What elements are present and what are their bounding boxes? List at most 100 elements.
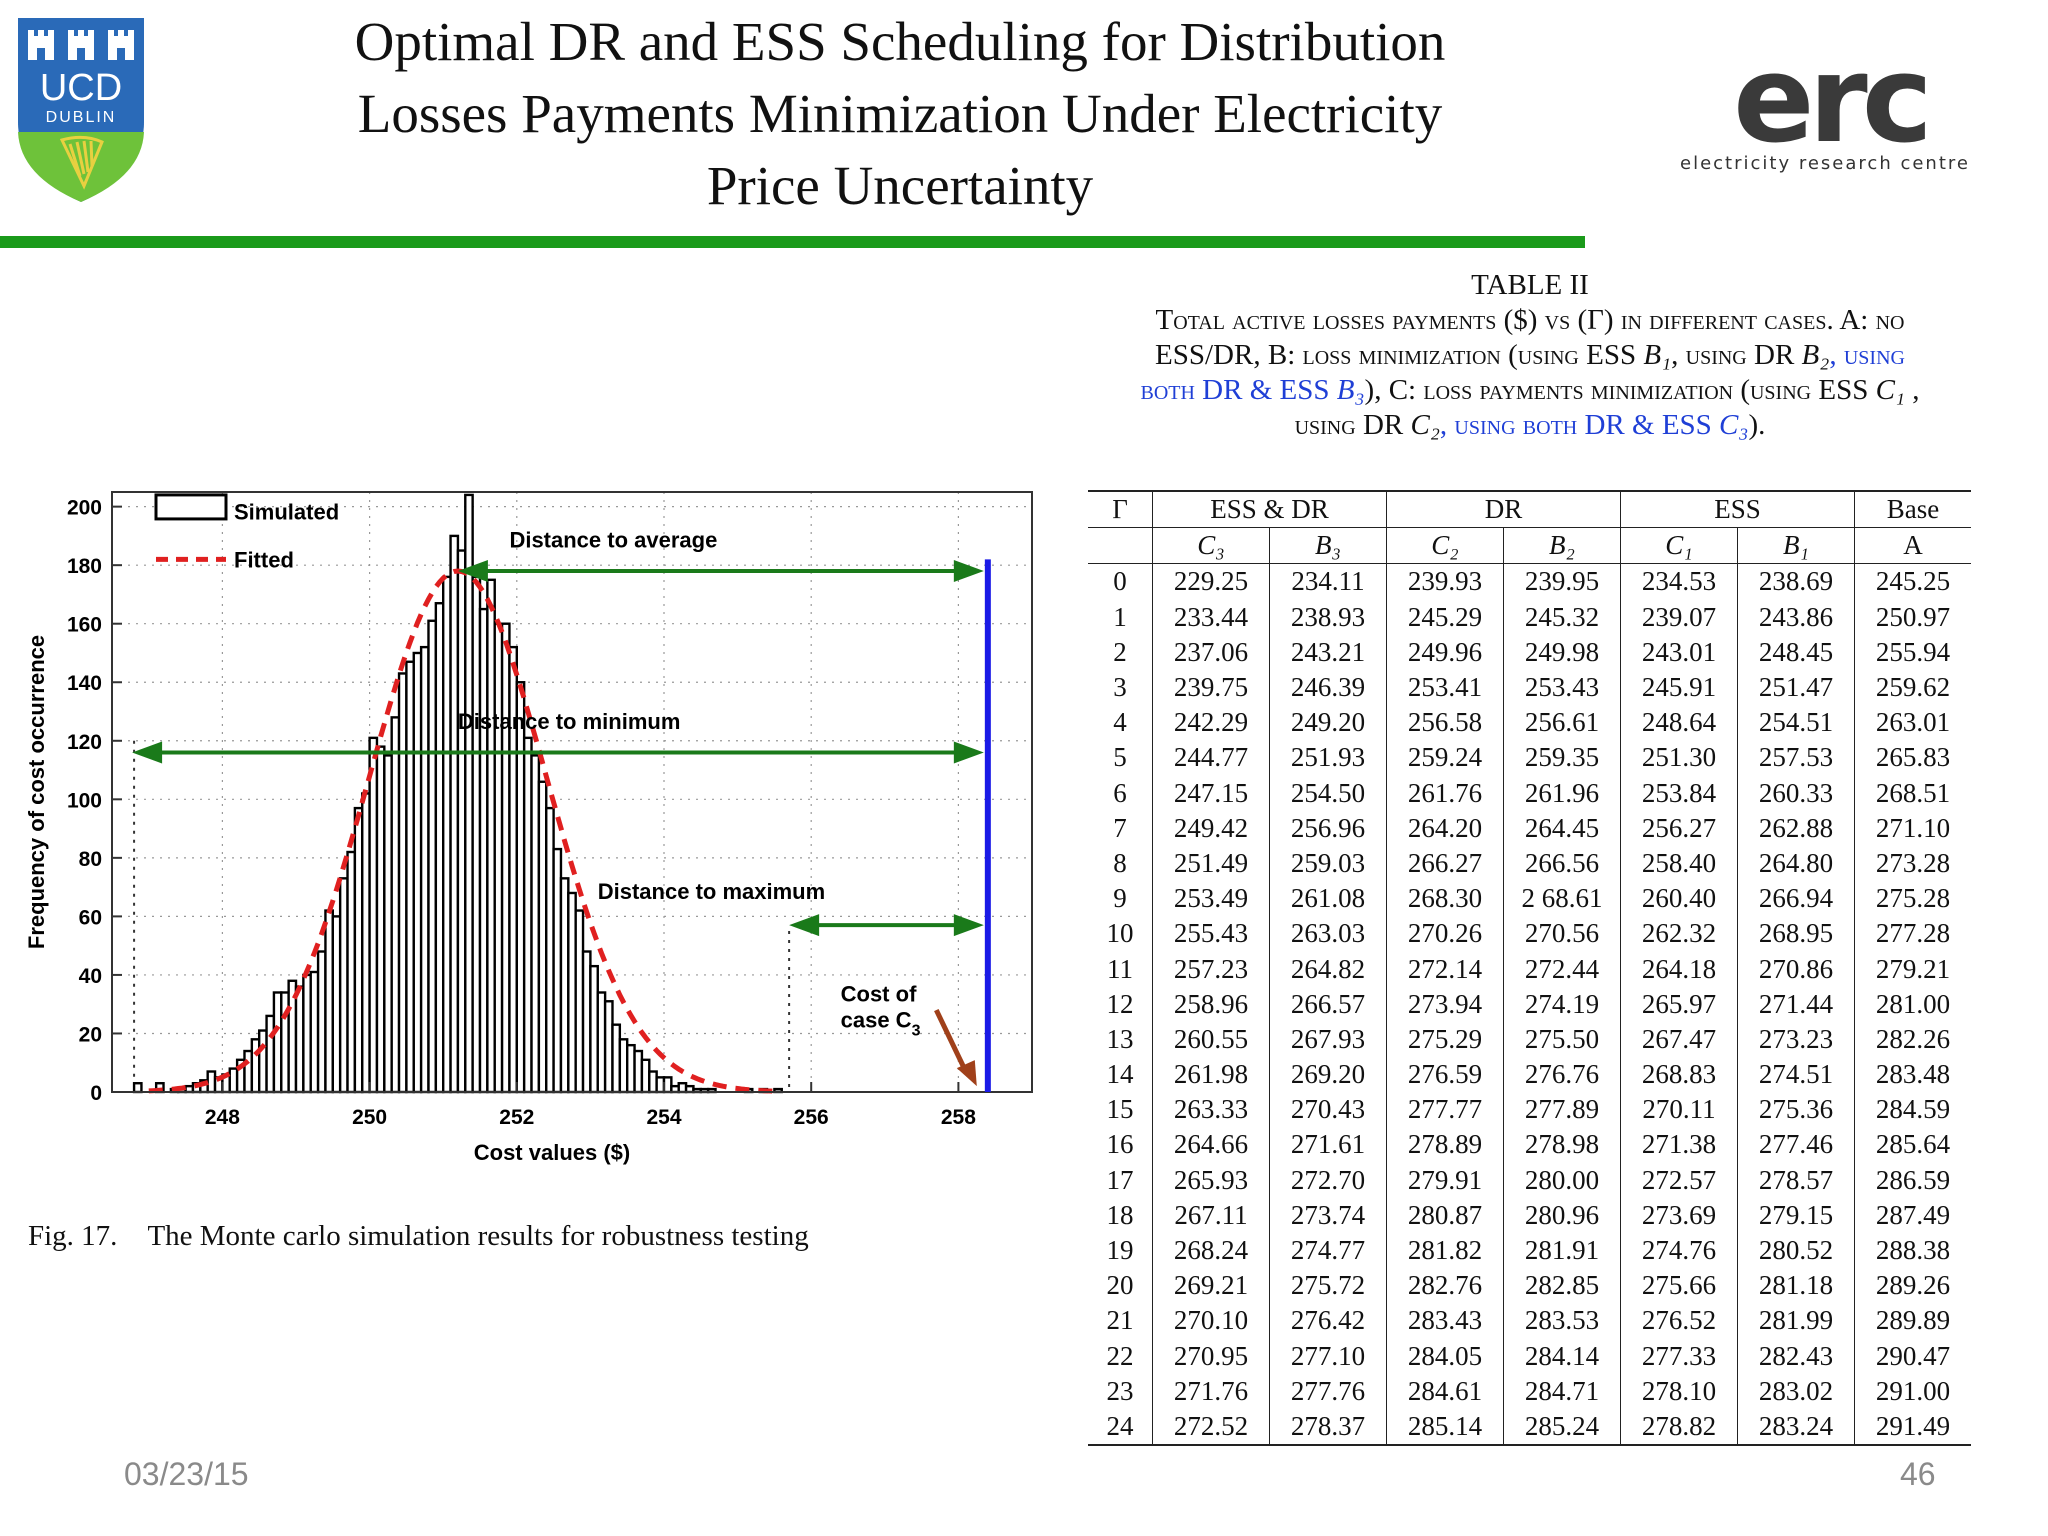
value-cell: 262.32: [1620, 916, 1738, 952]
value-cell: 238.69: [1737, 563, 1855, 600]
value-cell: 281.99: [1737, 1303, 1855, 1339]
value-cell: 237.06: [1152, 634, 1270, 670]
legend-label-fitted: Fitted: [234, 547, 294, 572]
value-cell: 277.89: [1503, 1092, 1621, 1128]
arrow-head: [457, 560, 488, 583]
value-cell: 249.96: [1386, 634, 1504, 670]
value-cell: 272.70: [1269, 1162, 1387, 1198]
figure-caption-text: The Monte carlo simulation results for r…: [147, 1220, 809, 1252]
table-row: 2 237.06 243.21 249.96 249.98 243.01 248.45 255…: [1088, 634, 1971, 670]
sub-header-b3: B₃: [1269, 527, 1387, 565]
y-tick-label: 200: [67, 497, 102, 520]
value-cell: 278.89: [1386, 1127, 1504, 1163]
value-cell: 275.28: [1875, 883, 1951, 914]
value-cell: 273.23: [1737, 1021, 1855, 1057]
table-row: 11 257.23 264.82 272.14 272.44 264.18 270.86 27…: [1088, 951, 1971, 987]
value-cell: 266.56: [1503, 845, 1621, 882]
y-tick-label: 20: [79, 1023, 102, 1046]
table-heading: TABLE II: [1471, 269, 1589, 301]
table-caption: TABLE II Total active losses payments ($…: [1020, 268, 2040, 443]
x-tick-label: 258: [941, 1106, 976, 1129]
value-cell: 289.26: [1875, 1270, 1951, 1301]
value-cell: 258.40: [1620, 845, 1738, 882]
value-cell: 254.51: [1737, 705, 1855, 741]
value-cell: 277.28: [1875, 918, 1951, 949]
sub-header-a: A: [1854, 527, 1971, 565]
value-cell: 261.08: [1269, 881, 1387, 917]
value-cell: 280.96: [1503, 1197, 1621, 1233]
gamma-cell: 7: [1088, 810, 1153, 846]
chart-legend: Simulated Fitted: [154, 493, 339, 572]
value-cell: 273.69: [1620, 1197, 1738, 1233]
value-cell: 280.00: [1503, 1162, 1621, 1198]
value-cell: 260.40: [1620, 881, 1738, 917]
title-rule: [0, 236, 1585, 248]
value-cell: 270.11: [1620, 1092, 1738, 1128]
value-cell: 274.51: [1737, 1057, 1855, 1093]
value-cell: 265.97: [1620, 986, 1738, 1022]
value-cell: 273.74: [1269, 1197, 1387, 1233]
value-cell: 256.96: [1269, 810, 1387, 846]
value-cell: 291.49: [1854, 1408, 1971, 1447]
value-cell: 271.76: [1152, 1373, 1270, 1409]
value-cell: 238.93: [1269, 599, 1387, 635]
cost-case-arrow: [934, 1008, 969, 1073]
y-tick-label: 160: [67, 614, 102, 637]
value-cell: 279.21: [1875, 953, 1951, 984]
value-cell: 275.29: [1386, 1021, 1504, 1057]
erc-wordmark-text: erc: [1733, 55, 1927, 150]
value-cell: 281.18: [1737, 1268, 1855, 1304]
gamma-cell: 2: [1088, 634, 1153, 670]
value-cell: 267.93: [1269, 1021, 1387, 1057]
value-cell: 273.28: [1875, 847, 1951, 878]
histogram-bar: [132, 1082, 143, 1094]
table-body: 0 229.25 234.11 239.93 239.95 234.53 238.69 245…: [1088, 563, 1971, 1447]
harp-icon: [59, 135, 104, 190]
gamma-cell: 18: [1088, 1197, 1153, 1233]
arrow-head: [953, 741, 984, 764]
value-cell: 270.43: [1269, 1092, 1387, 1128]
x-tick-label: 252: [499, 1106, 534, 1129]
gamma-cell: 21: [1088, 1303, 1153, 1339]
value-cell: 261.76: [1386, 775, 1504, 811]
value-cell: 249.98: [1503, 634, 1621, 670]
value-cell: 277.76: [1269, 1373, 1387, 1409]
value-cell: 264.66: [1152, 1127, 1270, 1163]
value-cell: 269.21: [1152, 1268, 1270, 1304]
value-cell: 278.37: [1269, 1408, 1387, 1447]
value-cell: 264.82: [1269, 951, 1387, 987]
value-cell: 265.93: [1152, 1162, 1270, 1198]
value-cell: 270.26: [1386, 916, 1504, 952]
sub-header-c1: C₁: [1620, 527, 1738, 565]
value-cell: 259.35: [1503, 740, 1621, 776]
erc-tagline: electricity research centre: [1680, 153, 1970, 174]
dublin-text: DUBLIN: [46, 109, 117, 126]
table-row: 22 270.95 277.10 284.05 284.14 277.33 282.43 29…: [1088, 1338, 1971, 1374]
value-cell: 270.95: [1152, 1338, 1270, 1374]
caption-text: ), C: loss payments minimization (using …: [1364, 374, 1876, 406]
distance-to-minimum-label: Distance to minimum: [458, 709, 680, 734]
value-cell: 278.82: [1620, 1408, 1738, 1447]
value-cell: 275.50: [1503, 1021, 1621, 1057]
value-cell: 281.82: [1386, 1232, 1504, 1269]
plot-frame: [111, 491, 1033, 1093]
caption-symbol: C₁: [1875, 374, 1906, 406]
value-cell: 249.42: [1152, 810, 1270, 846]
value-cell: 2 68.61: [1503, 881, 1621, 917]
table-row: 24 272.52 278.37 285.14 285.24 278.82 283.24 29…: [1088, 1408, 1971, 1447]
value-cell: 280.87: [1386, 1197, 1504, 1233]
value-cell: 268.30: [1386, 881, 1504, 917]
value-cell: 263.33: [1152, 1092, 1270, 1128]
value-cell: 276.52: [1620, 1303, 1738, 1339]
value-cell: 272.14: [1386, 951, 1504, 987]
value-cell: 242.29: [1152, 705, 1270, 741]
value-cell: 245.29: [1386, 599, 1504, 635]
value-cell: 266.57: [1269, 986, 1387, 1022]
value-cell: 255.94: [1875, 636, 1951, 667]
value-cell: 244.77: [1152, 740, 1270, 776]
x-axis-label: Cost values ($): [474, 1140, 631, 1165]
table-row: 0 229.25 234.11 239.93 239.95 234.53 238.69 245…: [1088, 563, 1971, 600]
value-cell: 251.47: [1737, 669, 1855, 706]
sub-header-c3: C₃: [1152, 527, 1270, 565]
value-cell: 281.00: [1875, 988, 1951, 1019]
